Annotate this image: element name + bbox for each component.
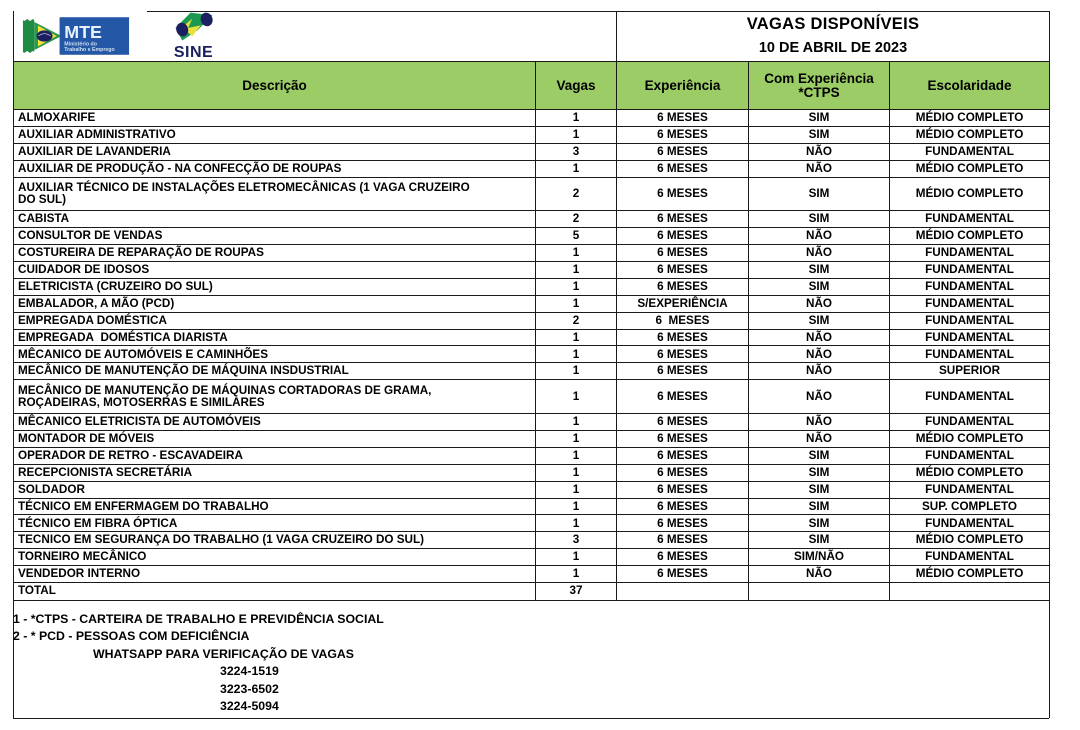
svg-text:MTE: MTE [64,22,102,42]
svg-text:Trabalho e Emprego: Trabalho e Emprego [64,47,114,53]
